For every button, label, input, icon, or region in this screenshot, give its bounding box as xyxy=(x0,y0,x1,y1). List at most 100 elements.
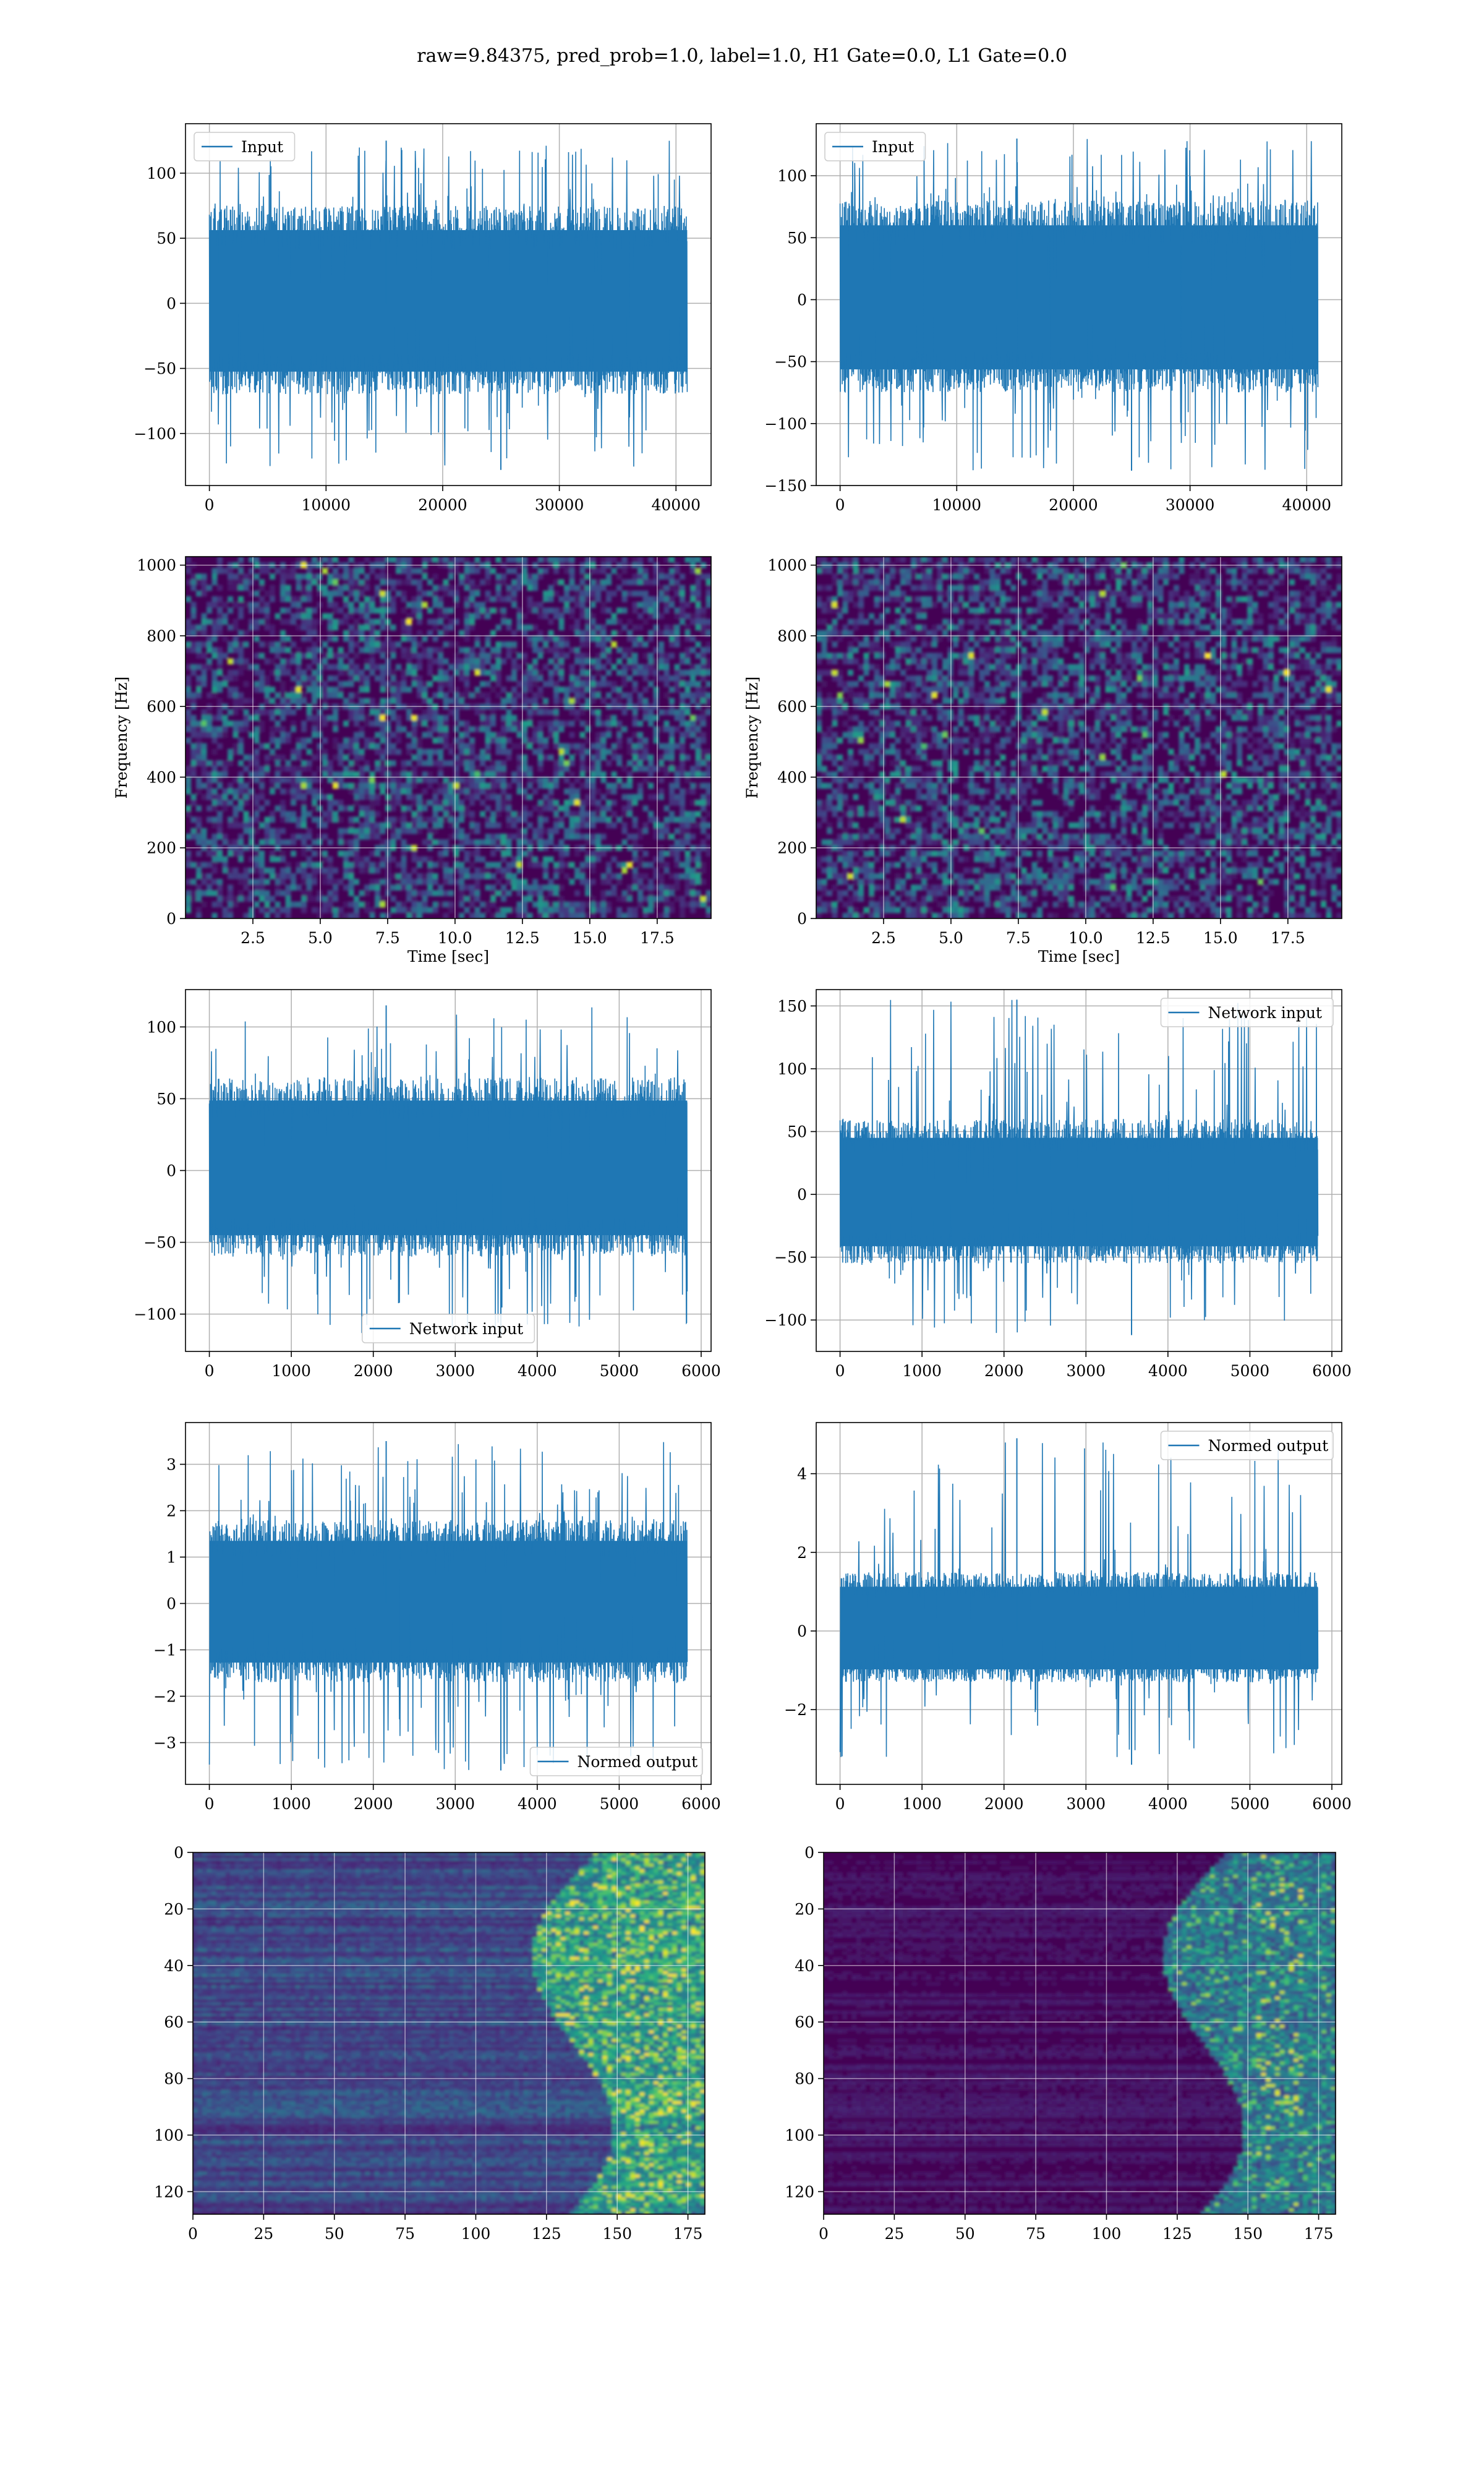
heatmap-cell xyxy=(485,782,491,789)
heatmap-cell xyxy=(480,873,486,880)
heatmap-cell xyxy=(317,602,323,608)
heatmap-cell xyxy=(1000,607,1006,614)
heatmap-cell xyxy=(306,777,312,784)
heatmap-cell xyxy=(285,618,291,625)
heatmap-cell xyxy=(1205,557,1211,563)
heatmap-cell xyxy=(548,907,554,914)
heatmap-cell xyxy=(701,828,707,834)
heatmap-cell xyxy=(232,579,239,586)
heatmap-cell xyxy=(958,624,964,631)
heatmap-cell xyxy=(327,613,333,620)
heatmap-cell xyxy=(516,867,522,874)
heatmap-cell xyxy=(401,867,407,874)
heatmap-cell xyxy=(375,664,381,670)
heatmap-cell xyxy=(968,596,974,602)
heatmap-cell xyxy=(327,867,333,874)
heatmap-cell xyxy=(821,607,827,614)
heatmap-cell xyxy=(558,754,565,761)
heatmap-cell xyxy=(695,669,701,676)
heatmap-cell xyxy=(527,912,533,918)
heatmap-cell xyxy=(642,907,649,914)
heatmap-cell xyxy=(338,777,344,784)
heatmap-cell xyxy=(1242,624,1248,631)
heatmap-cell xyxy=(201,613,207,620)
heatmap-cell xyxy=(558,743,565,750)
heatmap-cell xyxy=(585,630,591,636)
heatmap-cell xyxy=(569,596,575,602)
heatmap-cell xyxy=(443,800,449,806)
heatmap-cell xyxy=(606,557,612,563)
heatmap-cell xyxy=(553,771,560,777)
heatmap-cell xyxy=(680,607,686,614)
heatmap-cell xyxy=(1321,568,1327,574)
heatmap-cell xyxy=(453,862,459,868)
heatmap-cell xyxy=(390,782,396,789)
heatmap-cell xyxy=(369,618,375,625)
heatmap-cell xyxy=(390,794,396,800)
heatmap-cell xyxy=(348,850,354,857)
heatmap-cell xyxy=(190,602,197,608)
heatmap-cell xyxy=(516,788,522,795)
heatmap-cell xyxy=(448,709,454,716)
heatmap-cell xyxy=(201,669,207,676)
heatmap-cell xyxy=(600,630,607,636)
heatmap-cell xyxy=(443,816,449,823)
heatmap-cell xyxy=(359,901,365,908)
heatmap-cell xyxy=(343,856,349,863)
heatmap-cell xyxy=(459,743,465,750)
heatmap-cell xyxy=(516,760,522,766)
heatmap-cell xyxy=(642,602,649,608)
heatmap-cell xyxy=(501,641,507,648)
heatmap-cell xyxy=(979,579,985,586)
heatmap-cell xyxy=(984,557,991,563)
heatmap-cell xyxy=(1242,573,1248,580)
heatmap-cell xyxy=(338,573,344,580)
heatmap-cell xyxy=(348,641,354,648)
heatmap-cell xyxy=(427,618,433,625)
heatmap-cell xyxy=(390,816,396,823)
heatmap-cell xyxy=(606,805,612,811)
heatmap-cell xyxy=(259,766,265,772)
heatmap-cell xyxy=(1195,579,1201,586)
heatmap-cell xyxy=(632,714,638,721)
heatmap-cell xyxy=(653,828,659,834)
heatmap-cell xyxy=(585,748,591,755)
heatmap-cell xyxy=(1237,618,1243,625)
heatmap-cell xyxy=(401,618,407,625)
heatmap-cell xyxy=(553,613,560,620)
heatmap-cell xyxy=(232,726,239,732)
heatmap-cell xyxy=(669,833,675,840)
heatmap-cell xyxy=(627,890,633,896)
heatmap-cell xyxy=(306,833,312,840)
heatmap-cell xyxy=(621,822,628,829)
heatmap-cell xyxy=(905,618,911,625)
heatmap-cell xyxy=(1216,579,1222,586)
heatmap-cell xyxy=(663,896,670,902)
heatmap-cell xyxy=(490,568,497,574)
heatmap-cell xyxy=(684,884,691,891)
heatmap-cell xyxy=(291,884,297,891)
heatmap-cell xyxy=(501,760,507,766)
heatmap-cell xyxy=(490,833,497,840)
heatmap-cell xyxy=(968,618,974,625)
heatmap-cell xyxy=(354,607,360,614)
heatmap-cell xyxy=(553,828,560,834)
heatmap-cell xyxy=(1268,584,1274,591)
heatmap-cell xyxy=(364,794,370,800)
heatmap-cell xyxy=(1115,590,1122,597)
heatmap-cell xyxy=(532,692,539,699)
heatmap-cell xyxy=(501,579,507,586)
heatmap-cell xyxy=(211,726,218,732)
heatmap-cell xyxy=(201,901,207,908)
heatmap-cell xyxy=(684,816,691,823)
heatmap-cell xyxy=(264,698,270,704)
heatmap-cell xyxy=(553,568,560,574)
heatmap-cell xyxy=(354,850,360,857)
heatmap-cell xyxy=(558,816,565,823)
heatmap-cell xyxy=(264,828,270,834)
heatmap-cell xyxy=(369,653,375,659)
heatmap-cell xyxy=(558,884,565,891)
heatmap-cell xyxy=(537,754,544,761)
heatmap-cell xyxy=(417,692,423,699)
heatmap-cell xyxy=(590,590,596,597)
